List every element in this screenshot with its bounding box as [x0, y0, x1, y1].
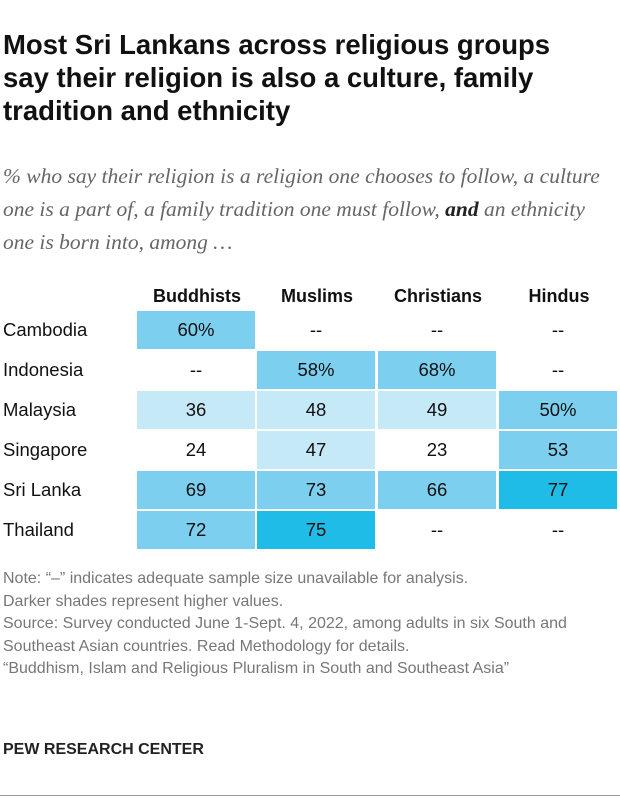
cell: 75 — [257, 511, 375, 549]
column-header: Buddhists — [153, 286, 241, 306]
subtitle-emphasis: and — [445, 197, 479, 221]
cell: -- — [137, 351, 255, 389]
row-label: Cambodia — [3, 319, 88, 340]
cell: 77 — [499, 471, 617, 509]
row-label: Indonesia — [3, 359, 84, 380]
column-header: Muslims — [280, 286, 354, 306]
row-label: Malaysia — [3, 399, 76, 420]
cell: 49 — [378, 391, 496, 429]
column-header: Christians — [393, 286, 483, 306]
footer: PEW RESEARCH CENTER — [3, 741, 204, 758]
notes: Note: “–” indicates adequate sample size… — [3, 568, 618, 681]
cell: 60% — [137, 311, 255, 349]
bottom-rule — [0, 795, 620, 796]
note-line: Note: “–” indicates adequate sample size… — [3, 570, 469, 587]
row-label: Thailand — [3, 519, 74, 540]
column-header: Hindus — [528, 286, 590, 306]
cell: -- — [499, 351, 617, 389]
cell: 48 — [257, 391, 375, 429]
cell: -- — [378, 311, 496, 349]
cell: 23 — [378, 431, 496, 469]
note-line: Source: Survey conducted June 1-Sept. 4,… — [3, 615, 567, 655]
cell: -- — [257, 311, 375, 349]
note-line: Darker shades represent higher values. — [3, 592, 284, 610]
cell: 69 — [137, 471, 255, 509]
cell: 73 — [257, 471, 375, 509]
title: Most Sri Lankans across religious groups… — [3, 29, 551, 126]
cell: -- — [378, 511, 496, 549]
subtitle-text: % who say their religion is a religion o… — [3, 164, 600, 221]
subtitle: % who say their religion is a religion o… — [3, 160, 615, 259]
cell: 66 — [378, 471, 496, 509]
subtitle-text: an ethnicity one is born into, among … — [3, 197, 585, 254]
cell: -- — [499, 511, 617, 549]
note-line: “Buddhism, Islam and Religious Pluralism… — [3, 660, 510, 677]
cell: 36 — [137, 391, 255, 429]
cell: 50% — [499, 391, 617, 429]
cell: 53 — [499, 431, 617, 469]
cell: 58% — [257, 351, 375, 389]
row-label: Singapore — [3, 439, 88, 460]
cell: 68% — [378, 351, 496, 389]
cell: 24 — [137, 431, 255, 469]
cell: 72 — [137, 511, 255, 549]
cell: 47 — [257, 431, 375, 469]
row-label: Sri Lanka — [3, 479, 82, 500]
cell: -- — [499, 311, 617, 349]
